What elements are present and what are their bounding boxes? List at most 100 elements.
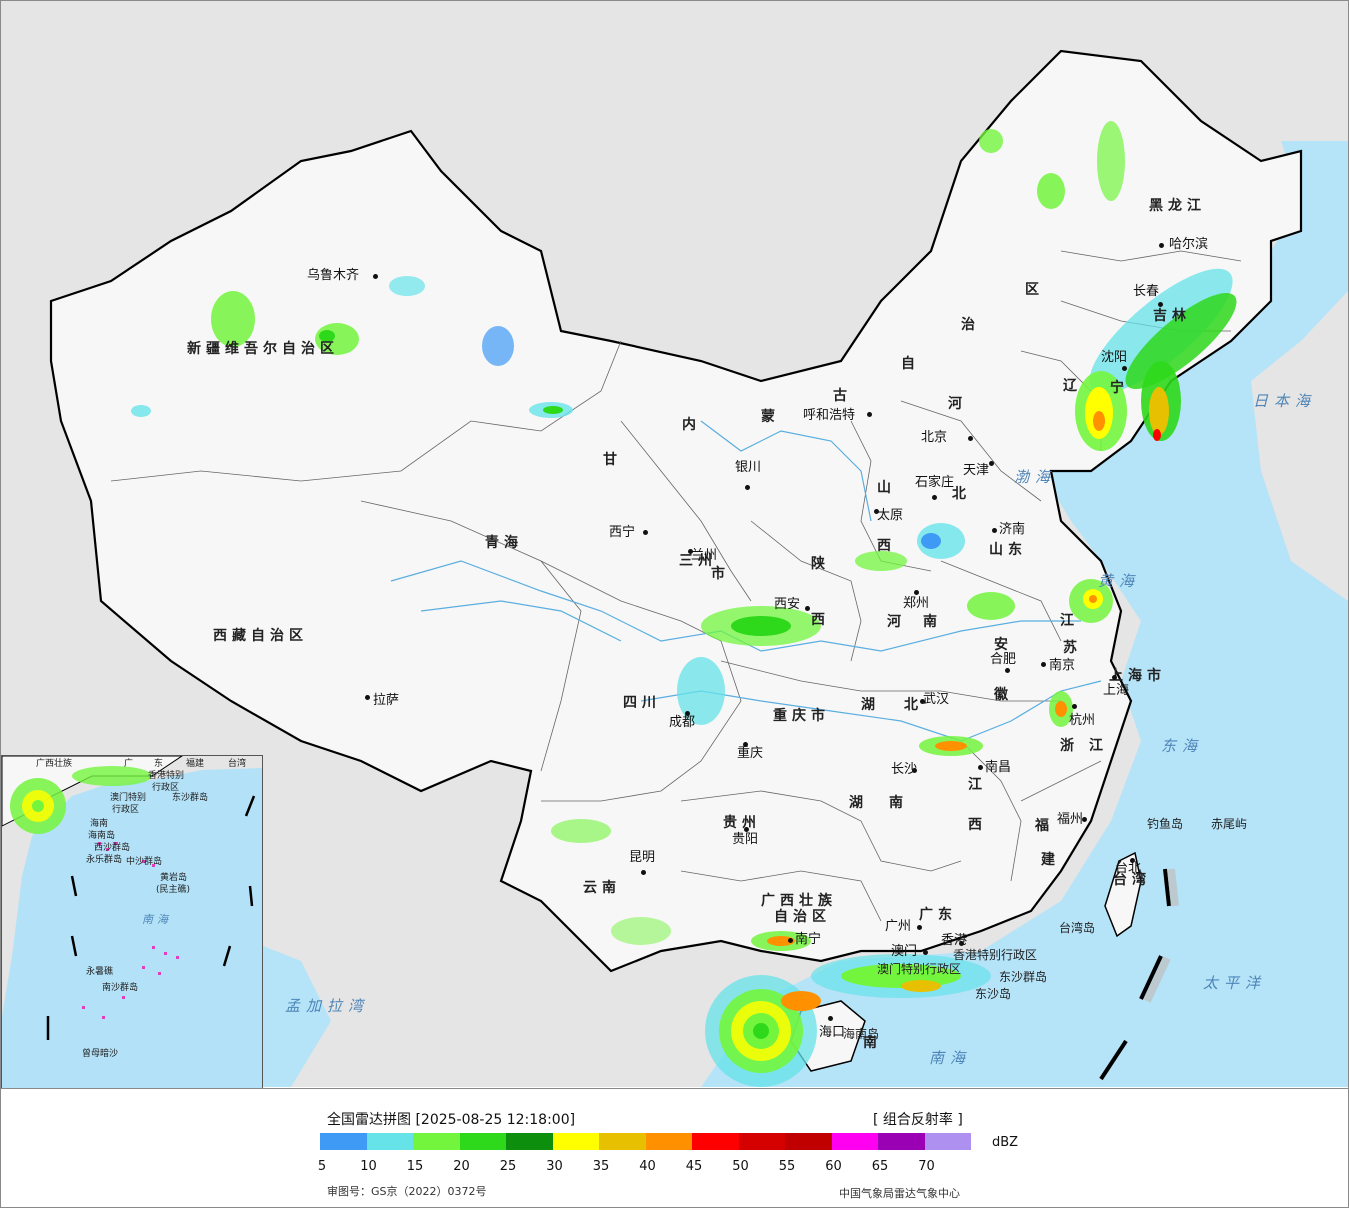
province-label: 山: [877, 480, 896, 496]
inset-label: 福建: [186, 759, 205, 769]
sea-label: 南海: [929, 1049, 972, 1067]
tick-label: 35: [592, 1159, 610, 1174]
province-label: 徽: [994, 687, 1013, 703]
color-swatch: [599, 1133, 646, 1150]
city-marker-icon: [920, 699, 925, 704]
tick-labels: 5 10 15 20 25 30 35 40 45 50 55 60 65 70: [317, 1159, 1020, 1175]
tick-label: 50: [732, 1159, 749, 1174]
city-label: 西安: [774, 597, 801, 612]
city-label: 合肥: [990, 652, 1017, 667]
inset-sea-label: 南海: [142, 913, 172, 926]
province-label: 甘: [603, 452, 622, 468]
province-label: 广东: [919, 907, 957, 923]
inset-label: 行政区: [112, 805, 140, 815]
province-label: 湖: [849, 795, 868, 811]
province-label: 蒙: [761, 409, 780, 425]
inset-label: 南沙群岛: [102, 983, 139, 993]
island-label: 澳门特别行政区: [877, 962, 962, 976]
south-china-sea-inset[interactable]: 广西壮族广东福建 台湾 香港特别 行政区 东沙群岛 澳门特别 行政区 海南 海南岛 西沙群岛 永乐群…: [1, 755, 263, 1089]
japan-korea-land: [1251, 291, 1348, 601]
color-swatch: [645, 1133, 692, 1150]
inset-label: 海南岛: [88, 831, 116, 841]
city-label: 济南: [999, 522, 1026, 537]
city-label: 哈尔滨: [1169, 237, 1209, 252]
tick-label: 60: [825, 1159, 842, 1174]
city-label: 杭州: [1069, 713, 1096, 728]
inset-map: [2, 756, 262, 1040]
inset-label: 海南: [90, 819, 109, 829]
city-marker-icon: [989, 461, 994, 466]
city-label: 武汉: [923, 692, 950, 707]
city-marker-icon: [1041, 662, 1046, 667]
color-swatch: [785, 1133, 832, 1150]
city-label: 呼和浩特: [803, 408, 856, 423]
city-marker-icon: [643, 530, 648, 535]
city-label: 长春: [1133, 284, 1160, 299]
nine-dash-shadow: [1143, 868, 1179, 1003]
city-label: 郑州: [903, 596, 930, 611]
inset-label: 东: [154, 759, 164, 769]
city-marker-icon: [1158, 302, 1163, 307]
china-boundary: [49, 49, 1303, 973]
city-marker-icon: [867, 412, 872, 417]
city-label: 拉萨: [373, 693, 400, 708]
color-swatch: [506, 1133, 553, 1150]
province-label: 自: [901, 356, 920, 372]
province-label: 苏: [1063, 640, 1082, 656]
city-label: 南京: [1049, 658, 1076, 673]
province-label: 江: [968, 777, 987, 793]
city-label: 上海: [1103, 683, 1130, 698]
island-label: 香港特别行政区: [953, 948, 1038, 962]
inset-label: 行政区: [152, 783, 180, 793]
city-label: 西宁: [609, 525, 636, 540]
city-marker-icon: [685, 711, 690, 716]
color-swatch: [878, 1133, 925, 1150]
bay-of-bengal: [251, 941, 331, 1087]
city-marker-icon: [744, 827, 749, 832]
city-label: 南宁: [795, 932, 822, 947]
city-label: 广州: [885, 919, 912, 934]
province-label: 贵州: [723, 815, 761, 831]
province-label: 治: [961, 317, 980, 333]
province-label: 内: [682, 417, 701, 433]
color-swatch: [366, 1133, 413, 1150]
inset-label: 澳门特别: [110, 793, 147, 803]
province-label: 宁: [1110, 380, 1129, 396]
city-marker-icon: [1082, 817, 1087, 822]
province-label: 西: [877, 538, 896, 554]
province-label: 江: [1060, 613, 1079, 629]
city-marker-icon: [641, 870, 646, 875]
province-label: 黑龙江: [1149, 198, 1206, 214]
product-name: [ 组合反射率 ]: [873, 1112, 963, 1128]
color-swatch: [692, 1133, 739, 1150]
city-marker-icon: [978, 765, 983, 770]
city-label: 重庆: [737, 746, 764, 761]
island-label: 东沙岛: [975, 987, 1012, 1001]
province-label: 市: [711, 566, 730, 582]
nine-dash-line: [1099, 868, 1171, 1081]
city-label: 石家庄: [915, 475, 955, 490]
province-label: 台湾: [1113, 872, 1151, 888]
radar-map[interactable]: 新疆维吾尔自治区 西藏自治区 青海 四川 云南 贵州甘陕西山西河南湖北湖南江西安徽江苏浙江…: [1, 1, 1348, 1089]
province-label: 青海: [485, 535, 523, 551]
review-number: 审图号：GS京（2022）0372号: [327, 1185, 487, 1198]
city-marker-icon: [688, 549, 693, 554]
tick-label: 30: [546, 1159, 563, 1174]
inset-label: 西沙群岛: [94, 843, 131, 853]
ocean: [701, 141, 1348, 1087]
city-marker-icon: [1005, 668, 1010, 673]
city-label: 海口: [819, 1025, 846, 1040]
color-legend: 全国雷达拼图 [2025-08-25 12:18:00] [ 组合反射率 ] d…: [1, 1088, 1348, 1207]
city-label: 台北: [1115, 861, 1142, 876]
tick-label: 5: [317, 1159, 327, 1174]
province-label: 福: [1035, 818, 1054, 834]
inset-label: 中沙群岛: [126, 857, 163, 867]
province-label: 河: [887, 614, 906, 630]
city-marker-icon: [1112, 675, 1117, 680]
city-marker-icon: [912, 768, 917, 773]
city-label: 澳门: [891, 944, 918, 959]
city-label: 天津: [963, 463, 990, 478]
city-marker-icon: [1130, 858, 1135, 863]
unit-label: dBZ: [992, 1135, 1019, 1150]
city-marker-icon: [992, 528, 997, 533]
